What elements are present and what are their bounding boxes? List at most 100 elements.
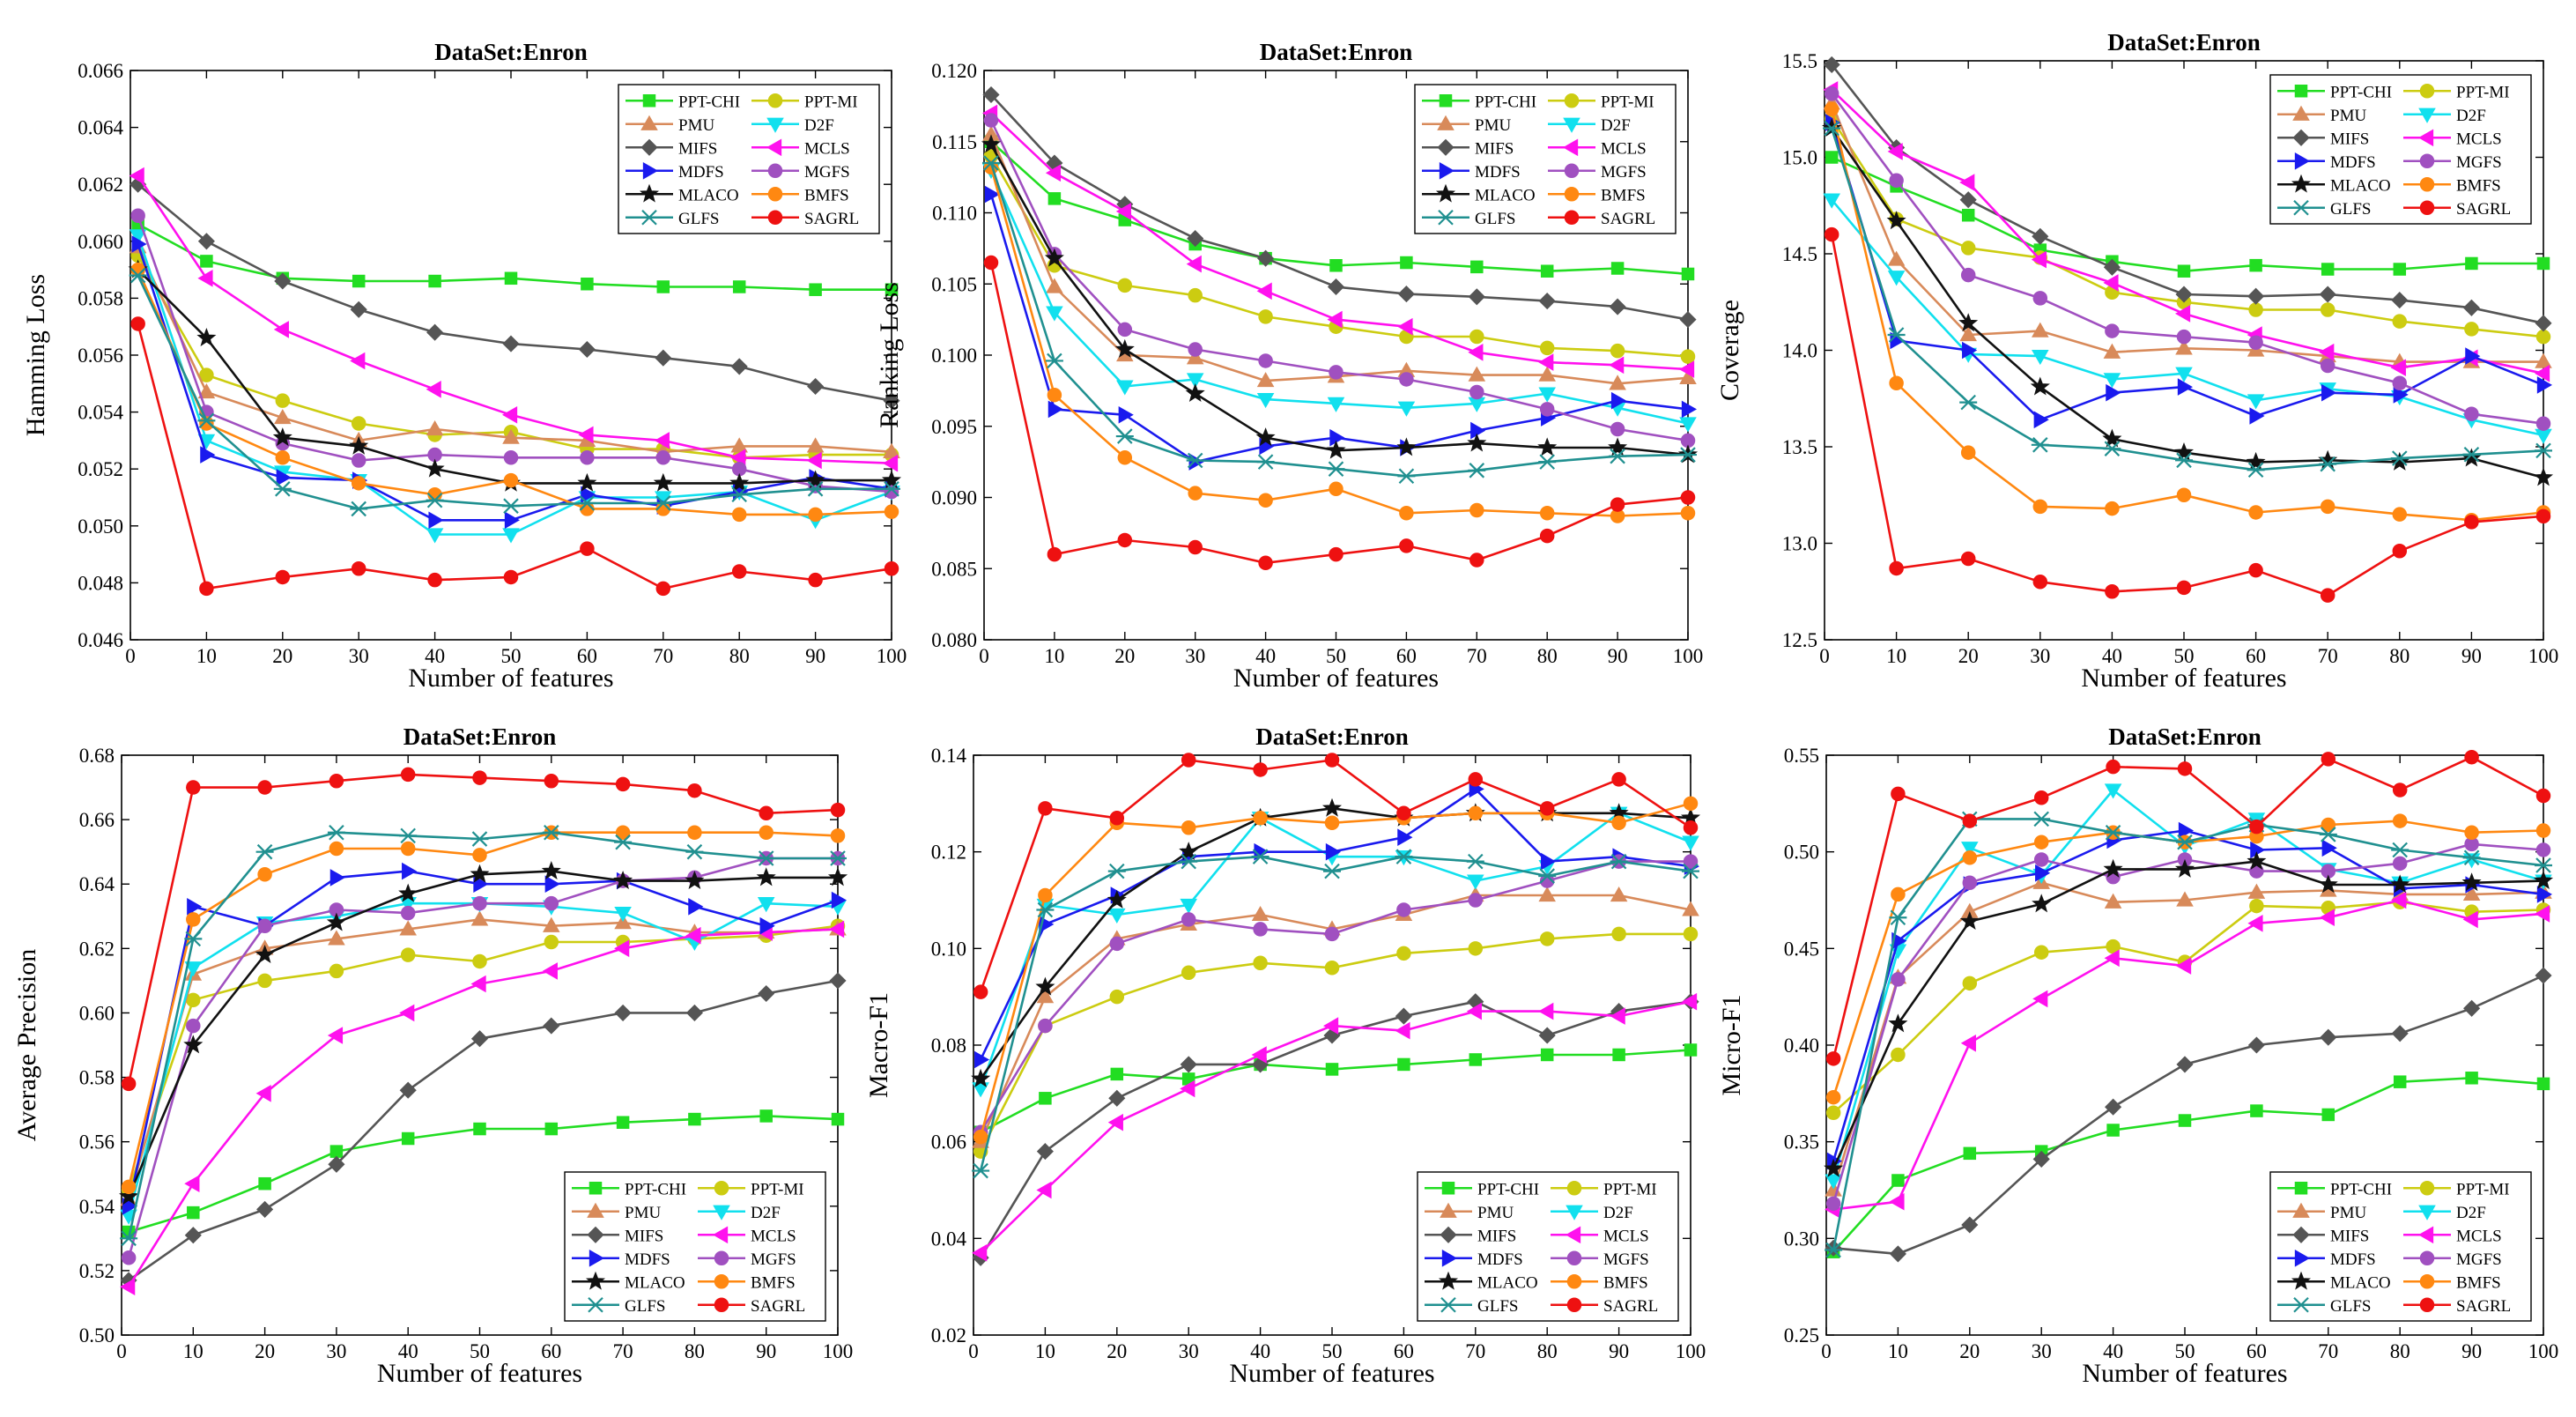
chart6-point-mifs-30	[2032, 1150, 2050, 1168]
chart5-point-mifs-80	[1538, 1027, 1556, 1044]
chart4-point-mcls-50	[470, 975, 486, 993]
chart6-legend-label-ppt-mi: PPT-MI	[2456, 1180, 2510, 1198]
chart5-point-mdfs-50	[1325, 842, 1342, 861]
chart3-point-mifs-40	[2103, 258, 2121, 276]
chart5-legend-marker-ppt-mi	[1566, 1181, 1582, 1196]
chart3-point-mdfs-30	[2033, 411, 2049, 429]
chart2-ytick-label-0: 0.080	[931, 629, 977, 651]
chart4-point-bmfs-1	[121, 1179, 137, 1195]
chart3: DataSet:Enron 0 10 20 30 40 50 60 70 80 90 100 12.5 1…	[1715, 29, 2558, 693]
chart4-point-glfs-50	[470, 831, 489, 847]
chart6-point-sagrl-1	[1825, 1051, 1841, 1066]
chart6-legend-label-mgfs: MGFS	[2456, 1250, 2502, 1269]
chart5-legend-marker-mdfs	[1441, 1250, 1458, 1267]
chart6-legend-marker-mlaco	[2291, 1271, 2312, 1290]
chart6-point-mlaco-20	[1959, 910, 1980, 931]
chart4-point-ppt-mi-60	[544, 934, 559, 950]
chart2-point-ppt-mi-20	[1117, 278, 1133, 293]
chart3-point-mifs-70	[2319, 286, 2336, 303]
chart4-point-mcls-70	[614, 939, 630, 958]
chart3-point-ppt-mi-80	[2392, 314, 2408, 329]
chart6-point-mgfs-10	[1891, 972, 1906, 987]
chart2-ytick-label-6: 0.110	[932, 203, 977, 225]
chart6-point-mlaco-10	[1888, 1013, 1908, 1033]
chart4-xtick-label-20: 20	[255, 1340, 275, 1362]
chart3-xtick-label-80: 80	[2389, 645, 2409, 667]
chart2-legend-marker-mgfs	[1564, 163, 1580, 178]
chart2-point-mlaco-1	[981, 134, 1002, 153]
chart4-point-ppt-chi-100	[831, 1112, 845, 1126]
chart1-title: DataSet:Enron	[434, 39, 588, 65]
chart2-ytick-label-3: 0.095	[931, 416, 977, 438]
chart1-point-mdfs-60	[581, 486, 596, 504]
chart2-xtick-label-40: 40	[1255, 645, 1276, 667]
chart2-point-glfs-70	[1468, 463, 1486, 479]
chart4-legend-marker-glfs	[587, 1296, 604, 1313]
chart5-ytick-label-3: 0.08	[931, 1035, 966, 1057]
chart3-point-mlaco-100	[2533, 467, 2554, 486]
chart6-point-ppt-chi-40	[2106, 1124, 2120, 1137]
chart5-point-glfs-1	[972, 1162, 990, 1179]
chart4-point-bmfs-90	[759, 825, 774, 840]
chart3-point-sagrl-40	[2105, 584, 2120, 599]
chart4-xtick-label-80: 80	[685, 1340, 705, 1362]
chart6-point-pmu-40	[2104, 893, 2122, 909]
chart6-point-mcls-70	[2319, 909, 2335, 926]
chart5-point-ppt-mi-80	[1539, 931, 1555, 946]
chart3-point-pmu-100	[2535, 352, 2552, 368]
chart1-point-pmu-20	[274, 409, 292, 425]
chart2-xtick-label-50: 50	[1326, 645, 1346, 667]
chart1-ytick-label-6: 0.058	[78, 287, 123, 309]
chart5-point-ppt-mi-90	[1611, 926, 1626, 942]
chart3-xtick-label-40: 40	[2102, 645, 2122, 667]
chart5-point-ppt-mi-30	[1181, 965, 1196, 980]
chart1-point-glfs-50	[502, 498, 520, 514]
chart4-point-glfs-20	[255, 843, 274, 860]
chart5-xtick-label-70: 70	[1465, 1340, 1485, 1362]
chart3-xtick-label-10: 10	[1886, 645, 1906, 667]
chart1-point-d2f-40	[426, 528, 444, 544]
chart3-legend-marker-mifs	[2292, 129, 2310, 146]
chart4-ytick-label-6: 0.62	[79, 938, 115, 960]
chart1-xtick-label-40: 40	[425, 645, 445, 667]
chart4-point-sagrl-40	[400, 767, 416, 783]
chart5-legend-marker-mgfs	[1566, 1250, 1582, 1265]
chart5-point-bmfs-10	[1038, 887, 1053, 903]
chart4-point-mgfs-60	[544, 895, 559, 911]
chart6-point-mgfs-20	[1962, 875, 1978, 891]
chart6-point-mifs-20	[1961, 1216, 1979, 1234]
chart5-point-sagrl-60	[1396, 805, 1411, 821]
chart5-legend-marker-mlaco	[1438, 1271, 1459, 1290]
chart5-point-d2f-100	[1682, 835, 1699, 851]
chart1-point-mifs-80	[730, 358, 748, 375]
chart6-point-bmfs-70	[2321, 817, 2336, 833]
chart2-point-mcls-40	[1256, 282, 1272, 300]
chart5-point-mlaco-30	[1179, 842, 1199, 861]
chart2-point-d2f-10	[1046, 306, 1063, 322]
chart4-point-mdfs-90	[759, 916, 775, 935]
chart4-point-mcls-20	[255, 1085, 271, 1102]
chart6-ytick-label-1: 0.30	[1784, 1228, 1819, 1250]
chart6-point-sagrl-50	[2177, 761, 2193, 776]
chart1-point-ppt-chi-40	[428, 274, 441, 288]
chart3-point-d2f-1	[1823, 193, 1840, 209]
chart5-legend-label-sagrl: SAGRL	[1603, 1297, 1658, 1316]
chart6-legend-label-sagrl: SAGRL	[2456, 1297, 2511, 1316]
chart6-point-mcls-40	[2104, 949, 2120, 968]
chart4-point-sagrl-1	[121, 1076, 137, 1092]
chart6-point-mcls-10	[1889, 1192, 1905, 1211]
chart5-point-ppt-mi-20	[1109, 989, 1125, 1005]
chart1-legend-label-ppt-chi: PPT-CHI	[678, 93, 740, 111]
chart4-point-mdfs-80	[688, 898, 704, 916]
chart3-legend-label-bmfs: BMFS	[2456, 176, 2501, 195]
chart1-point-mcls-10	[197, 270, 213, 287]
chart5-ytick-label-1: 0.04	[931, 1228, 967, 1250]
chart4-legend-marker-pmu	[587, 1202, 604, 1218]
chart5-point-mgfs-50	[1324, 926, 1340, 942]
chart1-point-sagrl-90	[808, 572, 823, 588]
chart2-point-mcls-70	[1468, 344, 1484, 361]
chart4-point-ppt-mi-10	[186, 992, 201, 1008]
chart6-point-ppt-chi-60	[2250, 1104, 2263, 1117]
chart1-point-d2f-1	[129, 229, 147, 245]
chart2-point-mdfs-100	[1681, 400, 1698, 419]
